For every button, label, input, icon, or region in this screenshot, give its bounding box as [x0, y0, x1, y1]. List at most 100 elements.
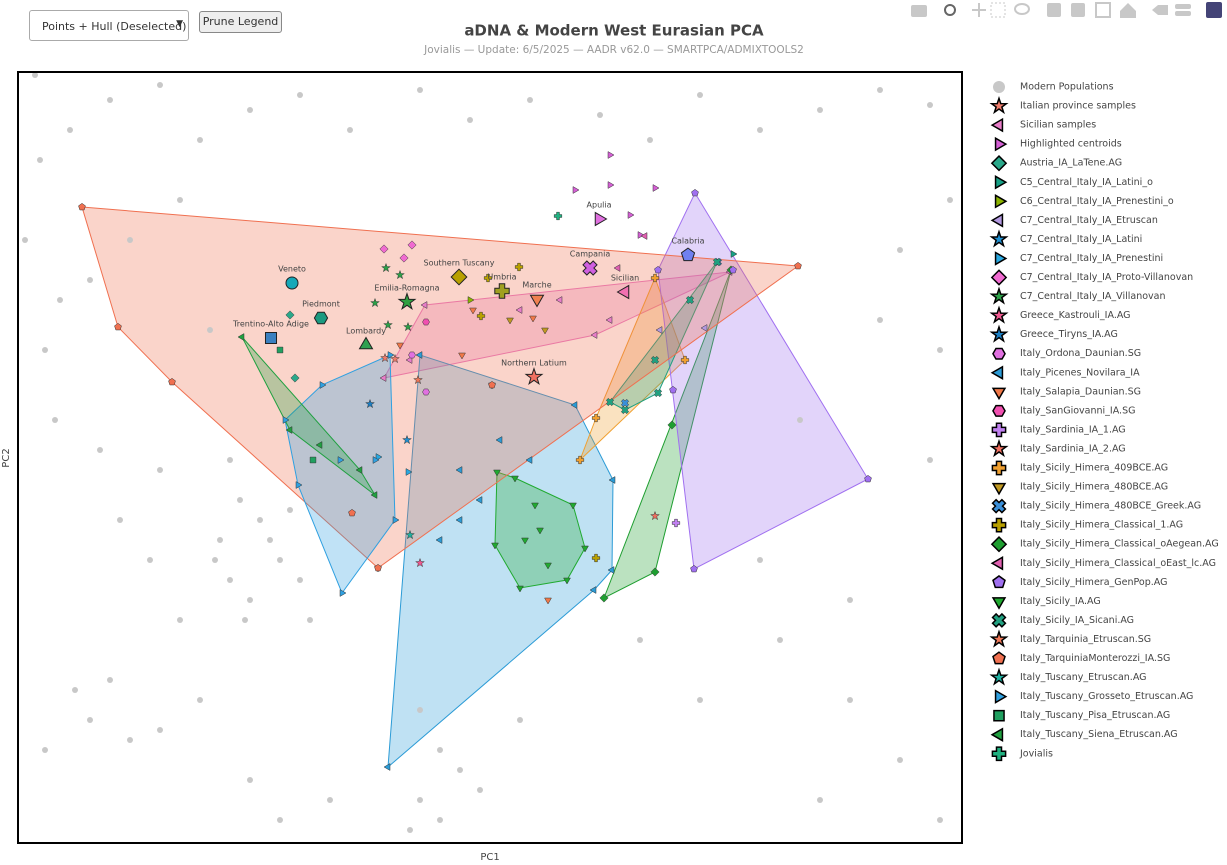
sample-point — [514, 262, 524, 272]
sample-point — [607, 181, 615, 189]
legend-item[interactable]: C7_Central_Italy_IA_Villanovan — [989, 286, 1166, 305]
legend-item[interactable]: Italy_Sicily_Himera_Classical_1.AG — [991, 517, 1183, 533]
legend-label: Jovialis — [1019, 748, 1053, 759]
legend-item[interactable]: Italy_Ordona_Daunian.SG — [992, 347, 1141, 360]
legend-item[interactable]: Italy_Tuscany_Siena_Etruscan.AG — [990, 727, 1178, 742]
legend-item[interactable]: Greece_Tiryns_IA.AG — [989, 324, 1118, 343]
legend-item[interactable]: Italy_TarquiniaMonterozzi_IA.SG — [992, 651, 1170, 665]
sample-point — [541, 327, 549, 335]
background-point — [207, 327, 213, 333]
plotly-logo[interactable] — [1206, 2, 1222, 18]
legend-item[interactable]: C7_Central_Italy_IA_Latini — [989, 229, 1143, 248]
legend-item[interactable]: C6_Central_Italy_IA_Prenestini_o — [994, 194, 1174, 209]
sample-point — [382, 319, 394, 330]
background-point — [52, 417, 58, 423]
sample-point — [555, 296, 563, 304]
legend-item[interactable]: Highlighted centroids — [994, 136, 1122, 152]
centroid-label: Lombardy — [346, 327, 386, 336]
sample-point — [529, 315, 537, 323]
background-point — [87, 717, 93, 723]
legend-item[interactable]: C7_Central_Italy_IA_Etruscan — [990, 213, 1158, 228]
chart-title: aDNA & Modern West Eurasian PCA — [464, 22, 764, 40]
background-point — [127, 237, 133, 243]
legend-item[interactable]: C7_Central_Italy_IA_Prenestini — [994, 251, 1164, 266]
background-point — [227, 457, 233, 463]
background-point — [157, 82, 163, 88]
legend-item[interactable]: Italy_Sicily_Himera_GenPop.AG — [992, 575, 1167, 589]
background-point — [697, 697, 703, 703]
chart-subtitle: Jovialis — Update: 6/5/2025 — AADR v62.0… — [423, 44, 804, 56]
background-point — [247, 107, 253, 113]
legend-marker — [994, 194, 1008, 209]
sample-point — [407, 240, 417, 250]
legend-item[interactable]: Italy_Salapia_Daunian.SG — [991, 386, 1141, 401]
sample-point — [435, 536, 443, 544]
legend-label: Italy_Tarquinia_Etruscan.SG — [1020, 634, 1151, 645]
lasso-icon[interactable] — [1014, 3, 1030, 15]
select-icon[interactable] — [990, 2, 1006, 18]
background-point — [757, 557, 763, 563]
sample-point — [516, 585, 524, 593]
legend-item[interactable]: Italy_Picenes_Novilara_IA — [990, 365, 1140, 381]
zoom-in-icon[interactable] — [1047, 3, 1061, 17]
centroid-marker — [582, 260, 598, 276]
background-point — [927, 102, 933, 108]
background-point — [477, 787, 483, 793]
legend-item[interactable]: Italy_Sicily_Himera_Classical_oEast_lc.A… — [990, 555, 1216, 571]
legend-item[interactable]: Italy_Sicily_Himera_480BCE_Greek.AG — [991, 498, 1202, 514]
legend-item[interactable]: Austria_IA_LaTene.AG — [990, 154, 1122, 172]
sample-point — [348, 509, 356, 517]
legend-item[interactable]: Greece_Kastrouli_IA.AG — [989, 305, 1131, 324]
background-point — [897, 247, 903, 253]
autoscale-icon[interactable] — [1095, 2, 1111, 18]
background-point — [647, 137, 653, 143]
legend-item[interactable]: Sicilian samples — [990, 117, 1096, 133]
sample-point — [536, 527, 544, 535]
camera-icon[interactable] — [911, 5, 927, 17]
sample-point — [467, 296, 475, 304]
legend-item[interactable]: Italian province samples — [989, 96, 1136, 115]
legend-item[interactable]: C5_Central_Italy_IA_Latini_o — [994, 174, 1154, 190]
legend-item[interactable]: Modern Populations — [993, 81, 1114, 93]
background-point — [297, 92, 303, 98]
legend-item[interactable]: Italy_Sicily_Himera_409BCE.AG — [991, 460, 1168, 476]
legend-marker — [989, 324, 1009, 343]
pan-icon[interactable] — [972, 3, 986, 17]
legend-label: Italy_Sicily_Himera_480BCE_Greek.AG — [1020, 501, 1201, 512]
sample-point — [412, 374, 424, 385]
zoom-out-icon[interactable] — [1071, 3, 1085, 17]
legend-item[interactable]: Italy_Tuscany_Etruscan.AG — [989, 667, 1147, 686]
spike-icon[interactable] — [1152, 5, 1168, 15]
hover-icon-1[interactable] — [1175, 4, 1191, 9]
legend-item[interactable]: Italy_Tarquinia_Etruscan.SG — [989, 629, 1151, 648]
background-point — [177, 617, 183, 623]
reset-icon[interactable] — [1120, 3, 1136, 18]
legend-item[interactable]: C7_Central_Italy_IA_Proto-Villanovan — [990, 269, 1193, 286]
legend-item[interactable]: Italy_Sicily_Himera_Classical_oAegean.AG — [990, 535, 1219, 553]
legend-item[interactable]: Italy_Sicily_IA_Sicani.AG — [991, 612, 1134, 628]
legend-item[interactable]: Italy_Sicily_Himera_480BCE.AG — [991, 482, 1168, 496]
dropdown[interactable]: Points + Hull (Deselected) ▼ — [29, 10, 189, 41]
sample-point — [380, 262, 392, 273]
legend-item[interactable]: Italy_Sardinia_IA_1.AG — [991, 422, 1126, 438]
centroid-marker — [594, 211, 608, 227]
sample-point — [455, 466, 463, 474]
legend-marker — [989, 305, 1009, 324]
legend-label: Italy_Sicily_IA.AG — [1020, 596, 1101, 607]
legend-item[interactable]: Italy_SanGiovanni_IA.SG — [992, 404, 1136, 417]
x-axis-label: PC1 — [480, 852, 499, 863]
legend-item[interactable]: Italy_Sicily_IA.AG — [991, 596, 1101, 610]
legend-marker — [991, 517, 1007, 533]
legend-label: Italy_Sicily_Himera_480BCE.AG — [1020, 482, 1168, 493]
prune-button[interactable]: Prune Legend — [199, 11, 282, 33]
legend-item[interactable]: Italy_Sardinia_IA_2.AG — [989, 438, 1126, 458]
sample-point — [402, 321, 414, 332]
legend-item[interactable]: Jovialis — [991, 746, 1053, 762]
hover-icon-2[interactable] — [1175, 11, 1191, 16]
legend-item[interactable]: Italy_Tuscany_Grosseto_Etruscan.AG — [994, 689, 1194, 704]
background-point — [817, 797, 823, 803]
background-point — [757, 127, 763, 133]
legend-item[interactable]: Italy_Tuscany_Pisa_Etruscan.AG — [993, 709, 1170, 722]
centroid-label: Sicilian — [611, 274, 639, 283]
zoom-icon[interactable] — [944, 4, 956, 16]
